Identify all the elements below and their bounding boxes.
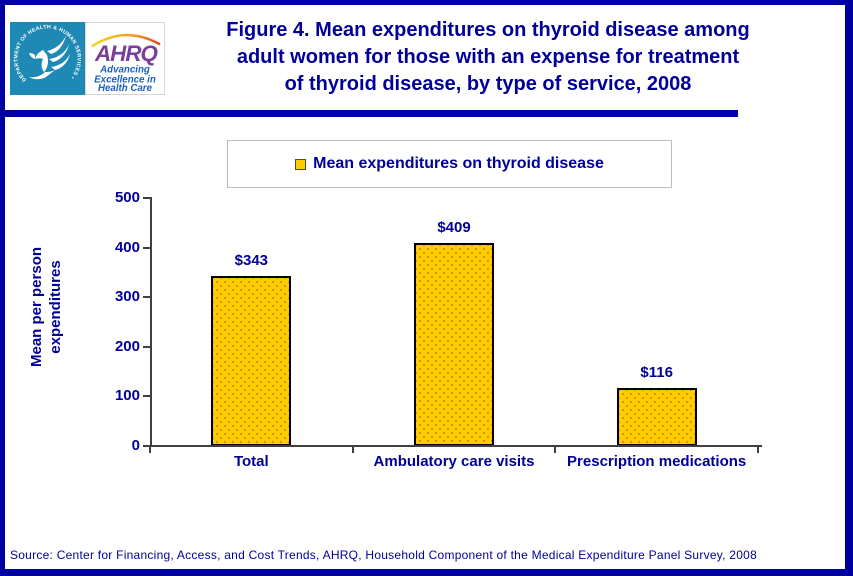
y-tick-mark bbox=[143, 296, 150, 299]
ahrq-logo: AHRQ Advancing Excellence in Health Care bbox=[85, 22, 165, 95]
page-border-left bbox=[0, 0, 5, 576]
y-tick-mark bbox=[143, 345, 150, 348]
ahrq-logo-icon: AHRQ Advancing Excellence in Health Care bbox=[91, 33, 161, 94]
ahrq-arc-icon bbox=[91, 33, 161, 48]
ahrq-tagline-line3: Health Care bbox=[98, 83, 153, 94]
ahrq-tagline-line2: Excellence in bbox=[94, 74, 156, 85]
y-tick-mark bbox=[143, 395, 150, 398]
bar-value-label: $409 bbox=[437, 219, 471, 237]
y-tick-label: 200 bbox=[114, 337, 140, 355]
y-tick-label: 300 bbox=[114, 288, 140, 306]
legend-label: Mean expenditures on thyroid disease bbox=[313, 155, 604, 172]
figure-title-line3: of thyroid disease, by type of service, … bbox=[284, 73, 692, 95]
figure-title-line1: Figure 4. Mean expenditures on thyroid d… bbox=[226, 19, 750, 41]
bar-value-label: $343 bbox=[234, 251, 269, 269]
x-category-label: Prescription medications bbox=[567, 453, 747, 470]
x-category-label: Ambulatory care visits bbox=[373, 453, 535, 470]
ahrq-acronym: AHRQ bbox=[94, 41, 159, 66]
page-border-bottom bbox=[0, 569, 853, 576]
x-tick-mark bbox=[351, 447, 354, 453]
y-tick-mark bbox=[143, 246, 150, 249]
y-tick-label: 100 bbox=[114, 387, 140, 405]
y-tick-label: 0 bbox=[131, 437, 140, 454]
x-axis-line bbox=[148, 445, 762, 447]
y-tick-label: 400 bbox=[114, 238, 140, 256]
hhs-eagle-icon bbox=[29, 35, 70, 80]
y-axis-line bbox=[150, 197, 152, 447]
hhs-seal-icon: DEPARTMENT OF HEALTH & HUMAN SERVICES • … bbox=[8, 18, 85, 95]
ahrq-tagline-line1: Advancing bbox=[99, 65, 150, 76]
legend-swatch-icon bbox=[295, 158, 307, 170]
title-divider bbox=[0, 110, 738, 117]
bar-value-label: $116 bbox=[640, 364, 673, 382]
chart-legend: Mean expenditures on thyroid disease bbox=[227, 140, 672, 188]
x-category-label: Total bbox=[233, 453, 269, 470]
figure-title: Figure 4. Mean expenditures on thyroid d… bbox=[218, 17, 758, 98]
bar bbox=[616, 388, 697, 446]
y-tick-mark bbox=[143, 445, 150, 447]
page-border-top bbox=[0, 0, 853, 5]
page-border-right bbox=[845, 0, 853, 576]
y-tick-mark bbox=[143, 197, 150, 199]
bar bbox=[211, 275, 292, 446]
x-tick-mark bbox=[554, 447, 557, 453]
bar bbox=[414, 243, 494, 446]
hhs-logo: DEPARTMENT OF HEALTH & HUMAN SERVICES • … bbox=[8, 18, 85, 95]
y-tick-label: 500 bbox=[114, 189, 140, 206]
x-tick-mark bbox=[757, 447, 759, 453]
figure-title-line2: adult women for those with an expense fo… bbox=[236, 46, 740, 68]
source-note: Source: Center for Financing, Access, an… bbox=[10, 548, 757, 562]
x-tick-mark bbox=[149, 447, 151, 453]
